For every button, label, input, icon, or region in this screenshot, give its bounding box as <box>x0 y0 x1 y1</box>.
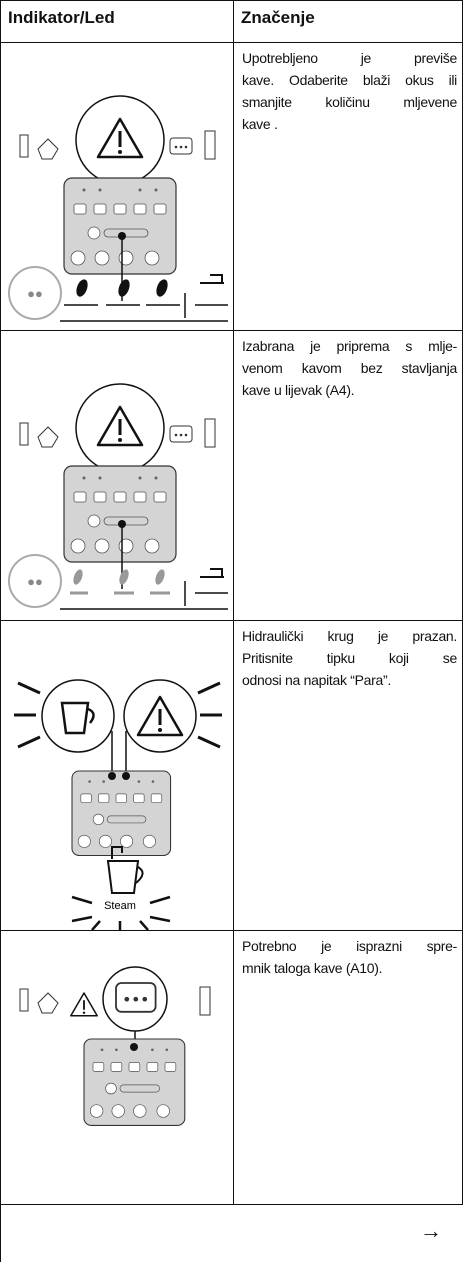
illustration <box>19 966 211 1126</box>
text-line: kave. Odaberite blaži okus ili <box>242 72 457 88</box>
header-cell: Značenje <box>241 8 315 27</box>
steam-label: Steam <box>104 900 136 912</box>
illustration: ●● <box>8 383 228 610</box>
meaning: Upotrebljeno je previše kave. Odaberite b… <box>234 43 463 135</box>
row-divider <box>0 930 463 931</box>
text-line: mnik taloga kave (A10). <box>242 960 383 976</box>
illustration: ●● <box>8 95 228 322</box>
meaning: Izabrana je priprema s mlje-venom kavom … <box>234 331 463 401</box>
row-divider <box>0 42 463 43</box>
header-cell: Indikator/Led <box>8 8 115 27</box>
text-line: kave u lijevak (A4). <box>242 382 355 398</box>
row-divider <box>0 620 463 621</box>
illustration: Steam <box>14 679 222 930</box>
text-line: Pritisnite tipku koji se <box>242 650 457 666</box>
meaning: Hidraulički krug je prazan. Pritisnite ti… <box>234 621 463 691</box>
next-arrow: → <box>420 1218 442 1243</box>
column-divider <box>233 0 234 1205</box>
text-line: odnosi na napitak “Para”. <box>242 672 391 688</box>
row-divider <box>0 330 463 331</box>
text-line: kave . <box>242 116 278 132</box>
meaning: Potrebno je isprazni spre-mnik taloga ka… <box>234 931 463 979</box>
svg-text:●●: ●● <box>27 286 43 301</box>
text-line: Izabrana je priprema s mlje- <box>242 338 457 354</box>
text-line: Hidraulički krug je prazan. <box>242 628 457 644</box>
text-line: Potrebno je isprazni spre- <box>242 938 457 954</box>
text-line: venom kavom bez stavljanja <box>242 360 457 376</box>
svg-text:●●: ●● <box>27 574 43 589</box>
footer-border <box>0 1205 1 1262</box>
text-line: smanjite količinu mljevene <box>242 94 457 110</box>
text-line: Upotrebljeno je previše <box>242 50 457 66</box>
